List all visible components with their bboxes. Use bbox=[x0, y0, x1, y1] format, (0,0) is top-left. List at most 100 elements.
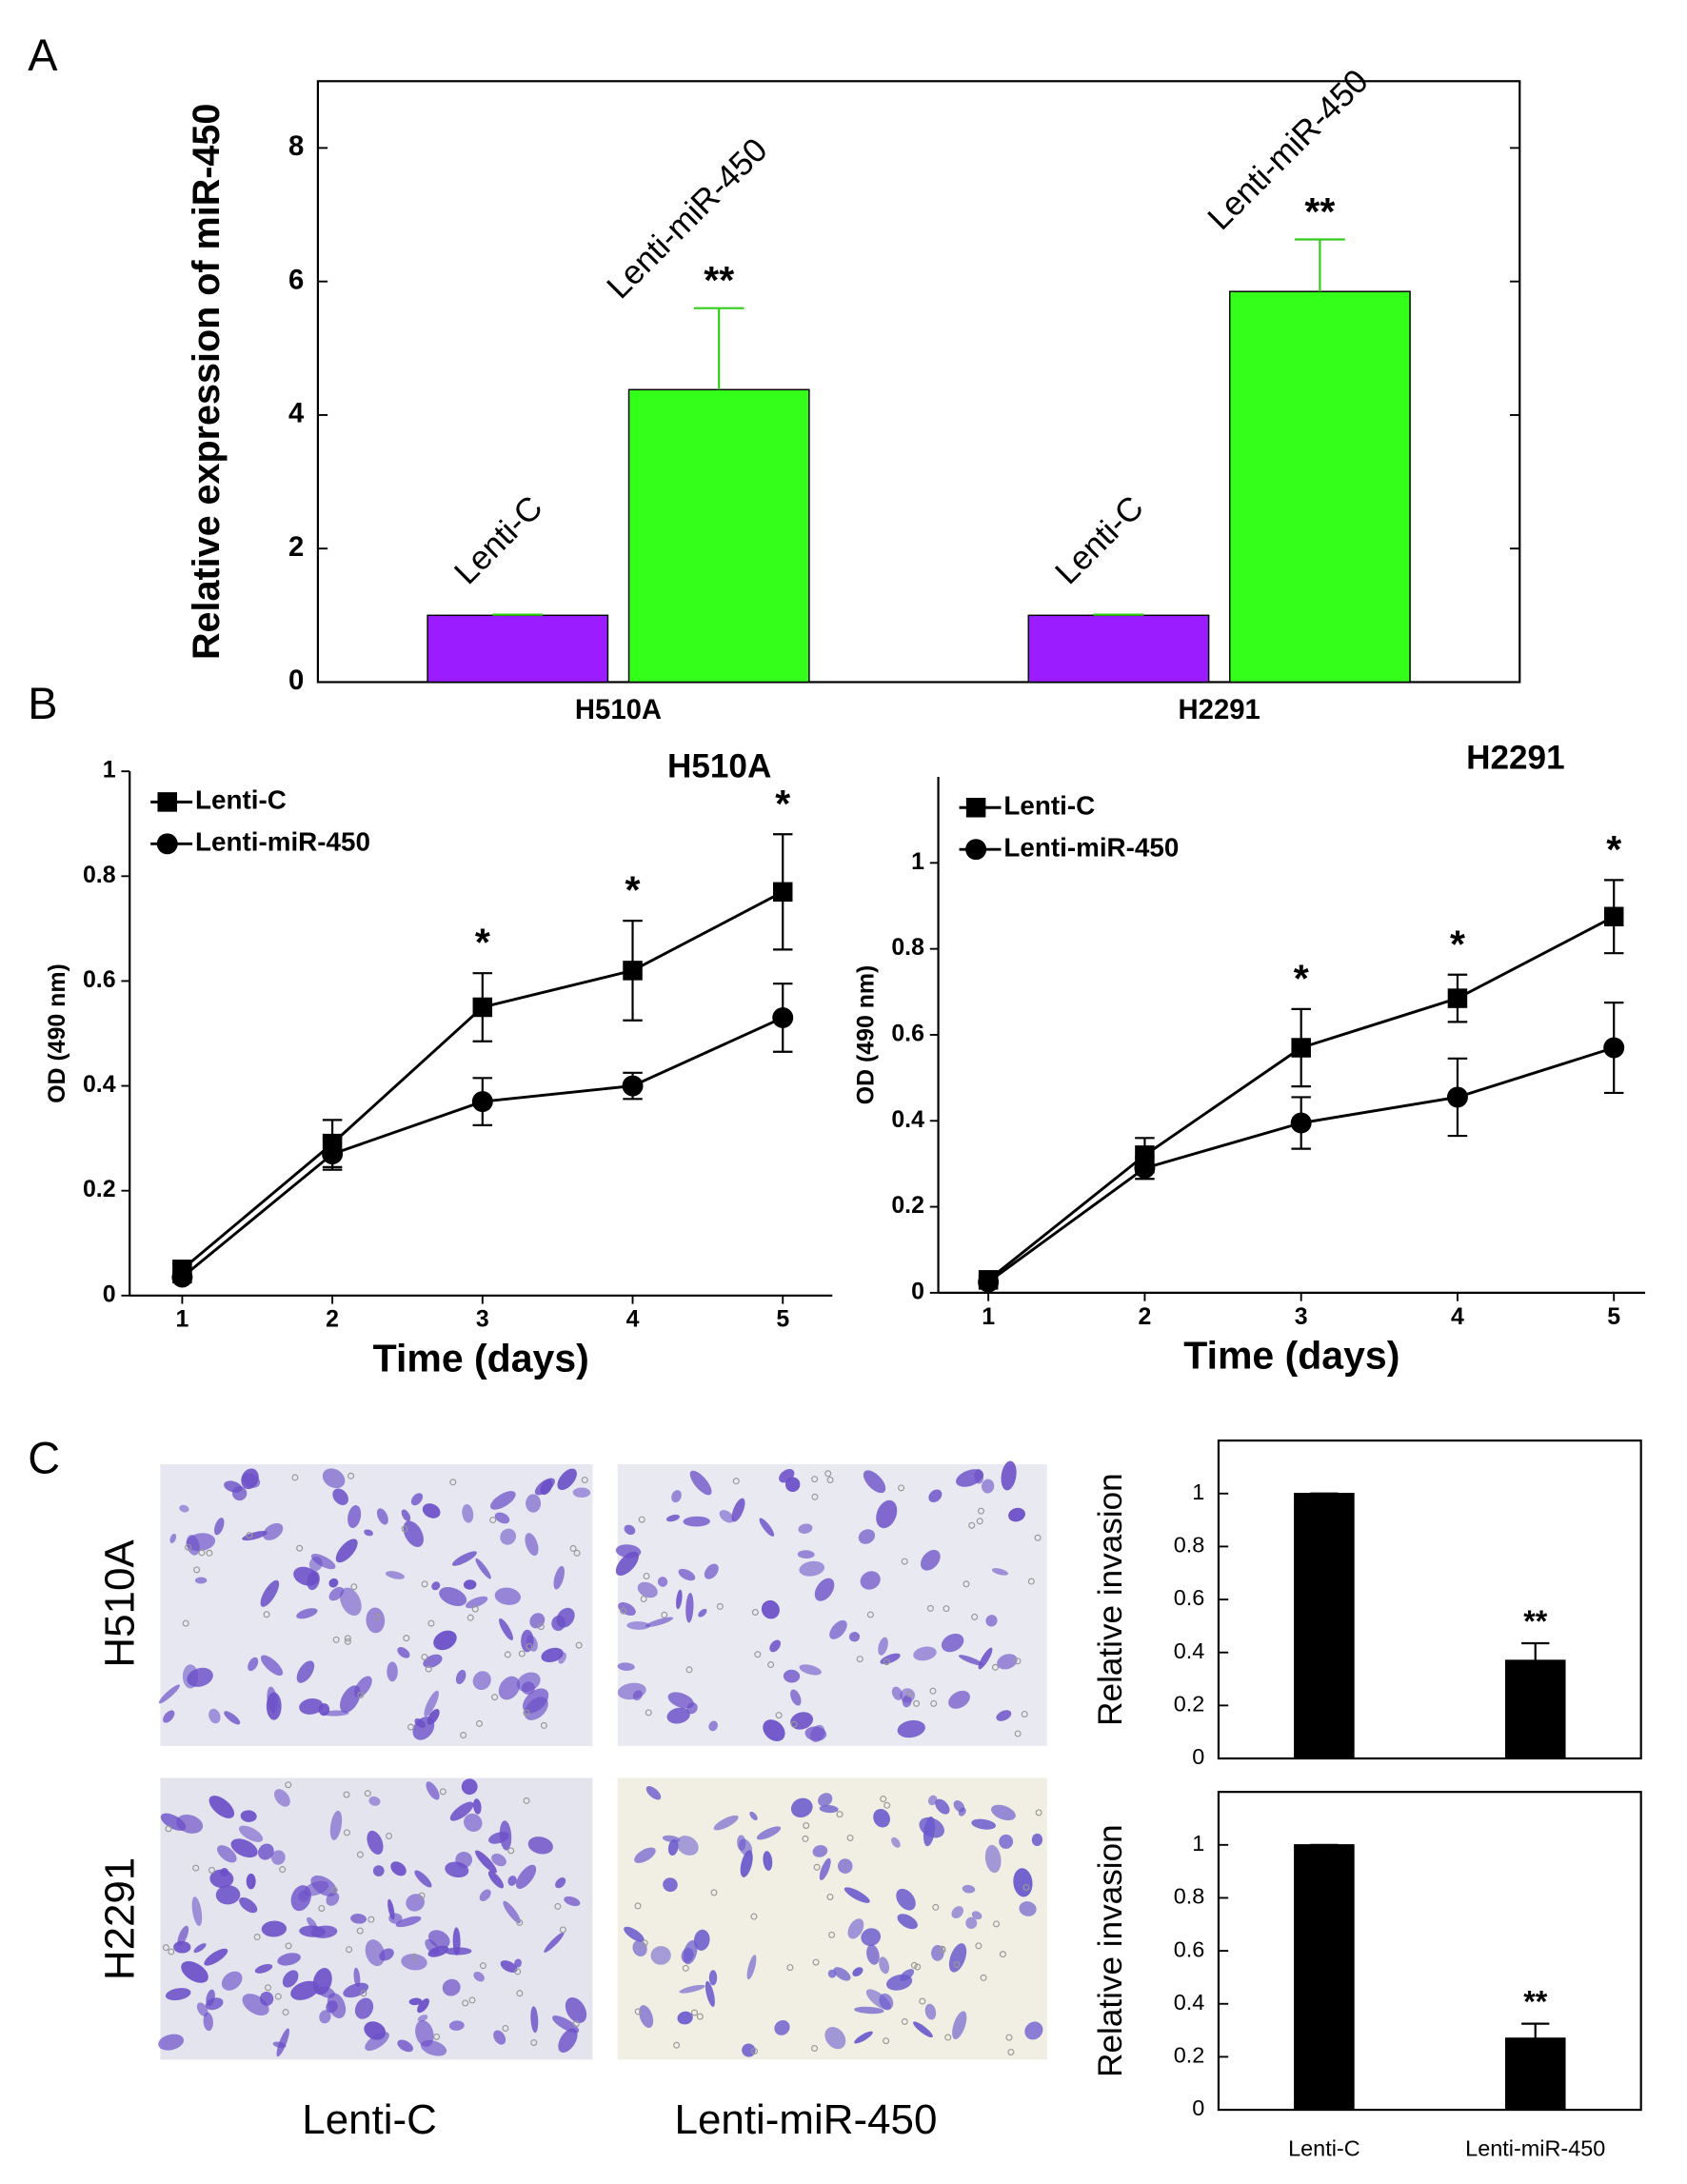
y-tick-label: 1 bbox=[1192, 1831, 1204, 1856]
pore bbox=[901, 2017, 908, 2025]
cell bbox=[424, 1690, 439, 1717]
cell bbox=[526, 1635, 538, 1652]
cell bbox=[420, 2039, 447, 2056]
pore bbox=[479, 1962, 486, 1970]
marker-square bbox=[1291, 1038, 1311, 1058]
cell bbox=[847, 1918, 864, 1939]
cell bbox=[891, 1686, 903, 1700]
cell bbox=[296, 1608, 318, 1619]
cell bbox=[763, 1719, 785, 1741]
cell bbox=[666, 1707, 690, 1724]
cell bbox=[854, 2006, 884, 2015]
cell bbox=[367, 1830, 384, 1855]
pore bbox=[685, 1666, 693, 1674]
cell bbox=[924, 2003, 937, 2020]
cell bbox=[941, 1633, 964, 1653]
bar bbox=[1294, 1493, 1355, 1759]
y-tick-label: 1 bbox=[911, 848, 924, 875]
pore bbox=[471, 1605, 479, 1613]
pore bbox=[634, 1902, 642, 1910]
cell bbox=[958, 1655, 983, 1666]
pore bbox=[572, 2020, 580, 2028]
cell bbox=[819, 1804, 839, 1814]
cell bbox=[749, 1811, 758, 1821]
bar bbox=[1504, 2037, 1566, 2111]
cell bbox=[277, 1953, 301, 1966]
significance: ** bbox=[1523, 1604, 1548, 1638]
cell bbox=[431, 1581, 441, 1591]
cell bbox=[685, 1592, 694, 1623]
pore bbox=[502, 2024, 509, 2032]
pore bbox=[421, 1653, 428, 1661]
cell bbox=[624, 1926, 645, 1942]
marker-circle bbox=[171, 1266, 193, 1288]
cell bbox=[526, 1494, 542, 1513]
cell bbox=[187, 1667, 213, 1687]
pore bbox=[427, 1619, 435, 1627]
pore bbox=[540, 1721, 547, 1729]
marker-square bbox=[1603, 906, 1624, 927]
pore bbox=[165, 1825, 172, 1833]
marker-square bbox=[965, 797, 986, 818]
pore bbox=[347, 1472, 355, 1479]
cell bbox=[948, 1690, 970, 1709]
cell bbox=[388, 1913, 403, 1924]
y-axis-label: OD (490 nm) bbox=[44, 963, 70, 1103]
cell bbox=[415, 2020, 434, 2047]
pore bbox=[976, 1518, 983, 1525]
cell bbox=[774, 2019, 790, 2035]
cell bbox=[632, 1939, 647, 1957]
cell bbox=[472, 1671, 491, 1691]
pore bbox=[491, 1694, 499, 1701]
pore bbox=[682, 1964, 689, 1972]
pore bbox=[367, 1916, 375, 1923]
pore bbox=[350, 1583, 358, 1591]
pore bbox=[344, 1635, 351, 1642]
cell bbox=[863, 1470, 886, 1494]
y-tick-label: 0.4 bbox=[1174, 1990, 1205, 2015]
pore bbox=[953, 1960, 961, 1969]
significance: * bbox=[1294, 956, 1309, 1000]
plot-frame bbox=[316, 80, 1521, 684]
significance: ** bbox=[704, 258, 734, 302]
cell bbox=[552, 2015, 580, 2034]
x-tick-label: Lenti-C bbox=[1288, 2136, 1360, 2161]
pore bbox=[696, 2013, 704, 2020]
y-tick-label: 1 bbox=[1192, 1479, 1204, 1504]
pore bbox=[786, 1964, 794, 1972]
y-tick-label: 0 bbox=[1192, 1744, 1204, 1769]
x-tick-label: Lenti-miR-450 bbox=[1465, 2136, 1605, 2161]
pore bbox=[1027, 1578, 1035, 1585]
pore bbox=[296, 1544, 304, 1552]
cell bbox=[731, 1498, 745, 1522]
pore bbox=[1034, 1534, 1042, 1541]
significance: * bbox=[1606, 827, 1621, 871]
y-tick-label: 0.6 bbox=[891, 1021, 924, 1047]
cell bbox=[260, 1579, 280, 1607]
cell bbox=[274, 1789, 290, 1807]
cell bbox=[991, 1568, 1008, 1576]
pore bbox=[274, 1993, 282, 2000]
cell bbox=[266, 1692, 282, 1720]
cell bbox=[553, 1565, 565, 1590]
cell bbox=[499, 1820, 512, 1851]
cell bbox=[500, 1960, 518, 1973]
cell bbox=[708, 1720, 718, 1732]
pore bbox=[716, 1602, 724, 1610]
pore bbox=[913, 1699, 921, 1707]
pore bbox=[812, 1958, 820, 1966]
pore bbox=[346, 1946, 353, 1954]
cell bbox=[455, 1669, 466, 1685]
cell bbox=[204, 1948, 228, 1966]
cell bbox=[785, 1477, 801, 1492]
cell bbox=[238, 1825, 264, 1842]
cell bbox=[203, 2012, 213, 2032]
cell bbox=[507, 1876, 517, 1886]
pore bbox=[641, 1939, 648, 1947]
cell bbox=[886, 1974, 913, 1991]
cell bbox=[624, 1524, 636, 1536]
cell bbox=[618, 1602, 636, 1616]
cell bbox=[769, 1639, 782, 1653]
x-axis-label: Time (days) bbox=[373, 1336, 589, 1380]
cell bbox=[395, 1916, 422, 1928]
